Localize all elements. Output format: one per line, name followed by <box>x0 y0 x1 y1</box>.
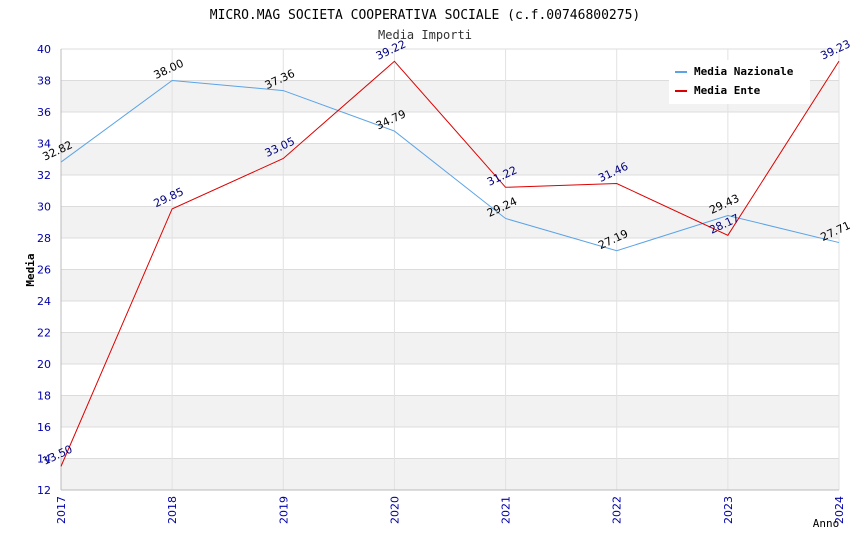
x-tick-labels: 2017 2018 2019 2020 2021 2022 2023 2024 <box>55 496 846 524</box>
legend-label-media-ente: Media Ente <box>694 84 761 97</box>
x-tick-label: 2019 <box>277 496 290 524</box>
x-axis-label: Anno <box>813 517 840 530</box>
y-axis-label: Media <box>24 253 37 286</box>
y-tick-label: 34 <box>37 138 51 151</box>
y-tick-label: 30 <box>37 201 51 214</box>
x-tick-label: 2018 <box>166 496 179 524</box>
legend-box <box>669 60 810 104</box>
y-tick-label: 14 <box>37 453 51 466</box>
y-tick-label: 16 <box>37 421 51 434</box>
y-tick-label: 22 <box>37 327 51 340</box>
x-tick-label: 2021 <box>500 496 513 524</box>
y-tick-label: 36 <box>37 106 51 119</box>
y-tick-label: 38 <box>37 75 51 88</box>
y-tick-label: 28 <box>37 232 51 245</box>
y-tick-label: 24 <box>37 295 51 308</box>
chart-title: MICRO.MAG SOCIETA COOPERATIVA SOCIALE (c… <box>210 8 640 23</box>
y-tick-label: 18 <box>37 390 51 403</box>
legend-label-media-nazionale: Media Nazionale <box>694 65 794 78</box>
series-line-media-ente <box>60 60 840 467</box>
chart-subtitle: Media Importi <box>378 28 472 42</box>
axes <box>60 49 839 491</box>
y-tick-label: 20 <box>37 358 51 371</box>
y-tick-label: 26 <box>37 264 51 277</box>
x-tick-label: 2022 <box>611 496 624 524</box>
series-lines <box>60 60 840 467</box>
background-band <box>61 458 839 490</box>
y-tick-label: 40 <box>37 43 51 56</box>
grid-lines <box>60 48 840 491</box>
background-band <box>61 395 839 427</box>
x-tick-label: 2017 <box>55 496 68 524</box>
background-band <box>61 269 839 301</box>
x-tick-label: 2023 <box>722 496 735 524</box>
legend: Media Nazionale Media Ente <box>669 60 810 104</box>
x-tick-label: 2020 <box>388 496 401 524</box>
data-label: 39.23 <box>818 37 850 62</box>
y-tick-label: 12 <box>37 484 51 497</box>
y-tick-labels: 12 14 16 18 20 22 24 26 28 30 32 34 36 38 40 <box>37 43 51 497</box>
background-band <box>61 206 839 238</box>
background-band <box>61 143 839 175</box>
data-label: 38.00 <box>152 57 186 82</box>
plot-background-bands <box>61 80 839 490</box>
x-tick-label: 2024 <box>833 496 846 524</box>
background-band <box>61 332 839 364</box>
y-tick-label: 32 <box>37 169 51 182</box>
series-line-media-nazionale <box>60 79 840 252</box>
